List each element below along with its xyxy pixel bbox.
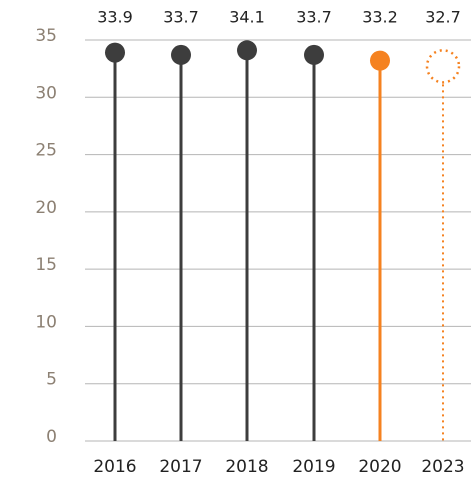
dot [171, 44, 191, 65]
x-tick-label: 2020 [358, 457, 401, 477]
y-tick-label: 15 [35, 255, 57, 275]
value-label: 33.9 [97, 8, 133, 27]
dot [304, 44, 324, 65]
x-tick-label: 2023 [421, 457, 464, 477]
y-tick-label: 20 [35, 198, 57, 218]
x-tick-label: 2019 [292, 457, 335, 477]
value-label: 33.7 [296, 8, 332, 27]
value-label: 33.7 [163, 8, 199, 27]
y-tick-label: 25 [35, 141, 57, 161]
value-label: 33.2 [362, 8, 398, 27]
value-label: 32.7 [425, 8, 461, 27]
y-tick-label: 30 [35, 83, 57, 103]
x-tick-label: 2017 [159, 457, 202, 477]
dot [370, 50, 390, 71]
x-tick-label: 2018 [225, 457, 268, 477]
value-label: 34.1 [229, 8, 265, 27]
y-tick-label: 10 [35, 312, 57, 332]
dot [105, 42, 125, 63]
y-tick-label: 5 [46, 370, 57, 390]
dot [425, 49, 461, 84]
y-tick-label: 0 [46, 427, 57, 447]
x-tick-label: 2016 [93, 457, 136, 477]
dot [237, 40, 257, 61]
y-tick-label: 35 [35, 26, 57, 46]
